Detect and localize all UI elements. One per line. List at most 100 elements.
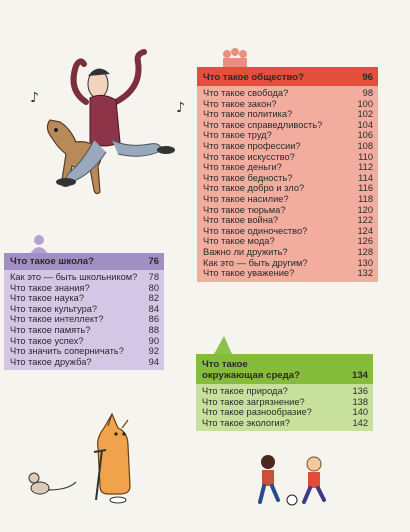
- environment-title-line1: Что такое: [202, 359, 248, 370]
- item-page: 116: [358, 183, 373, 194]
- item-label: Что такое одиночество?: [203, 225, 308, 236]
- school-list: Как это — быть школьником? 78 Что такое з…: [4, 270, 164, 371]
- society-list: Что такое свобода? 98 Что такое закон? 100…: [197, 86, 378, 282]
- item-label: Как это — быть школьником?: [10, 272, 138, 282]
- society-header[interactable]: Что такое общество? 96: [197, 67, 378, 86]
- item-page: 94: [148, 356, 159, 367]
- item-page: 120: [357, 204, 373, 215]
- list-item[interactable]: Что такое закон? 100: [197, 99, 378, 110]
- green-triangle-icon: [214, 336, 232, 354]
- item-page: 90: [148, 335, 159, 346]
- item-page: 88: [148, 324, 159, 335]
- item-page: 112: [358, 162, 373, 173]
- list-item[interactable]: Что такое успех? 90: [4, 336, 164, 347]
- list-item[interactable]: Что такое профессии? 108: [197, 141, 378, 152]
- list-item[interactable]: Что такое бедность? 114: [197, 173, 378, 184]
- item-label: Что такое память?: [10, 324, 91, 335]
- item-page: 122: [357, 215, 373, 226]
- item-page: 82: [148, 293, 159, 304]
- list-item[interactable]: Что такое разнообразие? 140: [196, 407, 373, 418]
- item-label: Что такое бедность?: [203, 172, 293, 183]
- list-item[interactable]: Что такое одиночество? 124: [197, 226, 378, 237]
- list-item[interactable]: Что значить соперничать? 92: [4, 346, 164, 357]
- item-label: Что такое тюрьма?: [203, 204, 286, 215]
- list-item[interactable]: Что такое интеллект? 86: [4, 314, 164, 325]
- svg-text:♪: ♪: [176, 100, 185, 116]
- pink-figure-icon: [223, 48, 247, 68]
- item-label: Что такое природа?: [202, 386, 288, 396]
- school-title: Что такое школа?: [10, 256, 94, 267]
- item-page: 84: [148, 303, 159, 314]
- item-label: Что такое труд?: [203, 130, 272, 141]
- list-item[interactable]: Что такое знания? 80: [4, 283, 164, 294]
- list-item[interactable]: Что такое политика? 102: [197, 109, 378, 120]
- item-page: 138: [352, 396, 368, 407]
- item-label: Что такое война?: [203, 215, 279, 226]
- item-label: Что такое искусство?: [203, 151, 295, 162]
- item-page: 86: [148, 314, 159, 325]
- cat-and-mouse-illustration: [28, 412, 131, 504]
- item-label: Что такое свобода?: [203, 88, 289, 98]
- list-item[interactable]: Что такое природа? 136: [196, 386, 373, 397]
- item-page: 104: [357, 119, 373, 130]
- list-item[interactable]: Что такое деньги? 112: [197, 162, 378, 173]
- item-label: Важно ли дружить?: [203, 246, 288, 257]
- list-item[interactable]: Что такое наука? 82: [4, 293, 164, 304]
- list-item[interactable]: Что такое искусство? 110: [197, 152, 378, 163]
- item-label: Что такое культура?: [10, 303, 98, 314]
- list-item[interactable]: Что такое дружба? 94: [4, 357, 164, 368]
- list-item[interactable]: Что такое война? 122: [197, 215, 378, 226]
- list-item[interactable]: Как это — быть школьником? 78: [4, 272, 164, 283]
- dancing-man-illustration: ♪ ♪: [30, 49, 185, 195]
- environment-list: Что такое природа? 136 Что такое загрязне…: [196, 384, 373, 432]
- item-label: Что такое успех?: [10, 335, 84, 346]
- list-item[interactable]: Что такое справедливость? 104: [197, 120, 378, 131]
- item-page: 100: [357, 98, 373, 109]
- list-item[interactable]: Что такое экология? 142: [196, 418, 373, 429]
- school-section: Что такое школа? 76 Как это — быть школь…: [4, 253, 164, 371]
- item-label: Что такое интеллект?: [10, 314, 104, 325]
- item-label: Что такое дружба?: [10, 356, 92, 367]
- list-item[interactable]: Что такое мода? 126: [197, 236, 378, 247]
- item-page: 102: [357, 109, 373, 120]
- list-item[interactable]: Что такое память? 88: [4, 325, 164, 336]
- environment-section: Что такое окружающая среда? 134 Что тако…: [196, 354, 373, 432]
- environment-page: 134: [351, 370, 368, 381]
- item-page: 118: [358, 193, 373, 204]
- list-item[interactable]: Важно ли дружить? 128: [197, 247, 378, 258]
- list-item[interactable]: Что такое насилие? 118: [197, 194, 378, 205]
- list-item[interactable]: Что такое свобода? 98: [197, 88, 378, 99]
- item-page: 108: [357, 140, 373, 151]
- item-page: 140: [352, 407, 368, 418]
- school-header[interactable]: Что такое школа? 76: [4, 253, 164, 270]
- society-page: 96: [362, 72, 373, 83]
- society-title: Что такое общество?: [203, 72, 305, 83]
- item-page: 130: [357, 257, 373, 268]
- list-item[interactable]: Что такое уважение? 132: [197, 268, 378, 279]
- item-label: Как это — быть другим?: [203, 257, 308, 268]
- environment-header[interactable]: Что такое окружающая среда? 134: [196, 354, 373, 384]
- item-label: Что такое загрязнение?: [202, 396, 305, 407]
- item-label: Что такое уважение?: [203, 268, 295, 279]
- item-page: 106: [357, 130, 373, 141]
- item-page: 124: [357, 225, 373, 236]
- kids-football-illustration: [258, 455, 326, 506]
- list-item[interactable]: Что такое добро и зло? 116: [197, 183, 378, 194]
- list-item[interactable]: Что такое загрязнение? 138: [196, 397, 373, 408]
- list-item[interactable]: Что такое труд? 106: [197, 130, 378, 141]
- item-page: 80: [148, 282, 159, 293]
- school-page: 76: [148, 256, 159, 267]
- purple-figure-icon: [30, 235, 48, 254]
- list-item[interactable]: Что такое культура? 84: [4, 304, 164, 315]
- environment-title: Что такое окружающая среда?: [202, 359, 300, 381]
- list-item[interactable]: Что такое тюрьма? 120: [197, 205, 378, 216]
- item-page: 128: [357, 246, 373, 257]
- list-item[interactable]: Как это — быть другим? 130: [197, 258, 378, 269]
- item-label: Что такое наука?: [10, 293, 84, 304]
- item-page: 78: [148, 272, 159, 282]
- item-page: 110: [358, 151, 373, 162]
- society-section: Что такое общество? 96 Что такое свобода…: [197, 67, 378, 282]
- item-label: Что такое закон?: [203, 98, 277, 109]
- item-page: 132: [357, 268, 373, 279]
- item-page: 114: [358, 172, 373, 183]
